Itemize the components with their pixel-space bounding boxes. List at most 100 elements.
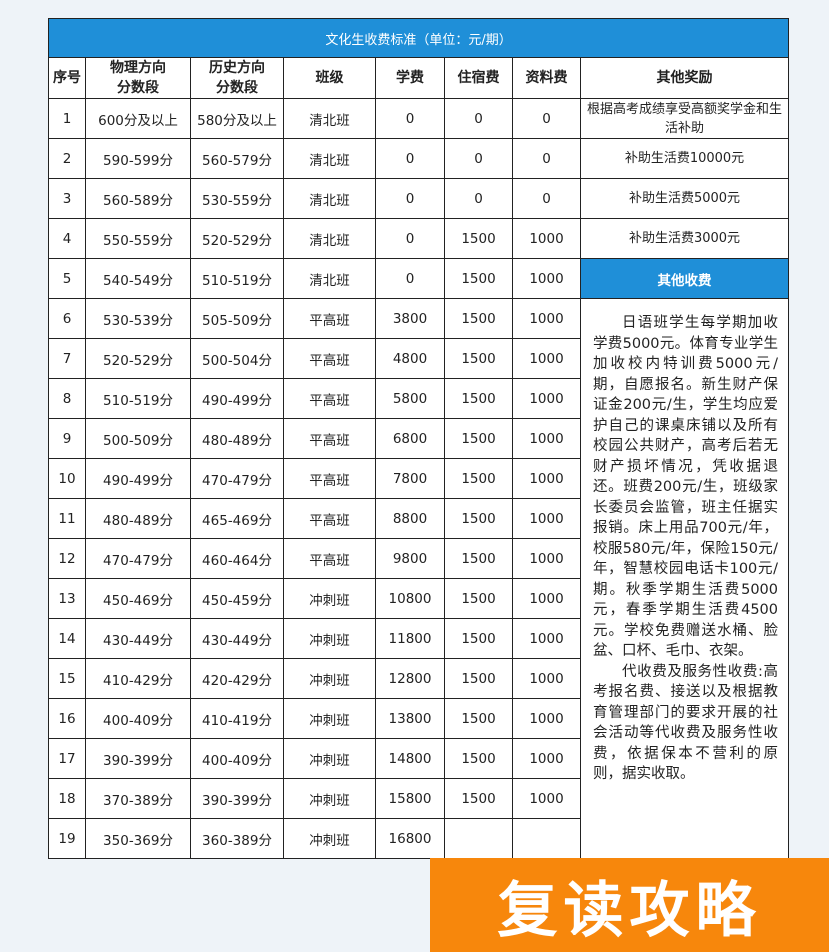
cell-seq: 15 xyxy=(48,658,86,699)
cell-materials: 0 xyxy=(512,138,581,179)
cell-physics-range: 410-429分 xyxy=(85,658,191,699)
cell-seq: 6 xyxy=(48,298,86,339)
cell-history-range: 530-559分 xyxy=(190,178,284,219)
cell-award: 根据高考成绩享受高额奖学金和生活补助 xyxy=(579,98,790,139)
cell-tuition: 6800 xyxy=(375,418,445,459)
cell-lodging: 1500 xyxy=(444,218,513,259)
cell-history-range: 390-399分 xyxy=(190,778,284,819)
header-class: 班级 xyxy=(283,57,376,99)
cell-class: 平高班 xyxy=(283,498,376,539)
header-lodging: 住宿费 xyxy=(444,57,513,99)
cell-tuition: 0 xyxy=(375,98,445,139)
cell-history-range: 505-509分 xyxy=(190,298,284,339)
overlay-banner: 复读攻略 xyxy=(430,858,829,952)
cell-lodging: 1500 xyxy=(444,298,513,339)
cell-physics-range: 430-449分 xyxy=(85,618,191,659)
cell-award: 补助生活费10000元 xyxy=(579,138,790,179)
cell-lodging: 1500 xyxy=(444,698,513,739)
cell-seq: 14 xyxy=(48,618,86,659)
cell-award: 补助生活费3000元 xyxy=(579,218,790,259)
cell-tuition: 15800 xyxy=(375,778,445,819)
cell-materials: 1000 xyxy=(512,258,581,299)
cell-class: 清北班 xyxy=(283,138,376,179)
other-fees-paragraph: 代收费及服务性收费:高考报名费、接送以及根据教育管理部门的要求开展的社会活动等代… xyxy=(593,663,779,783)
cell-physics-range: 400-409分 xyxy=(85,698,191,739)
table-row: 2 590-599分 560-579分 清北班 0 0 0 补助生活费10000元 xyxy=(48,138,790,179)
cell-materials: 1000 xyxy=(512,698,581,739)
table-row: 13 450-469分 450-459分 冲刺班 10800 1500 1000 xyxy=(48,578,789,619)
cell-lodging: 0 xyxy=(444,138,513,179)
header-physics-range: 物理方向 分数段 xyxy=(85,57,191,99)
cell-seq: 2 xyxy=(48,138,86,179)
header-seq: 序号 xyxy=(48,57,86,99)
cell-physics-range: 590-599分 xyxy=(85,138,191,179)
cell-lodging: 0 xyxy=(444,98,513,139)
fee-table: 文化生收费标准（单位：元/期） 序号 物理方向 分数段 历史方向 分数段 班级 学费 住宿… xyxy=(47,18,790,859)
cell-history-range: 450-459分 xyxy=(190,578,284,619)
other-fees-text: 日语班学生每学期加收学费5000元。体育专业学生加收校内特训费5000元/期，自… xyxy=(579,298,790,859)
cell-class: 平高班 xyxy=(283,378,376,419)
cell-seq: 3 xyxy=(48,178,86,219)
cell-physics-range: 530-539分 xyxy=(85,298,191,339)
cell-physics-range: 350-369分 xyxy=(85,818,191,859)
table-row: 12 470-479分 460-464分 平高班 9800 1500 1000 xyxy=(48,538,789,579)
cell-seq: 10 xyxy=(48,458,86,499)
header-tuition: 学费 xyxy=(375,57,445,99)
cell-materials: 1000 xyxy=(512,298,581,339)
cell-tuition: 9800 xyxy=(375,538,445,579)
cell-physics-range: 520-529分 xyxy=(85,338,191,379)
table-row: 3 560-589分 530-559分 清北班 0 0 0 补助生活费5000元 xyxy=(48,178,790,219)
other-fees-header: 其他收费 xyxy=(579,258,790,299)
cell-seq: 11 xyxy=(48,498,86,539)
cell-history-range: 410-419分 xyxy=(190,698,284,739)
cell-materials: 1000 xyxy=(512,218,581,259)
cell-history-range: 430-449分 xyxy=(190,618,284,659)
cell-award: 补助生活费5000元 xyxy=(579,178,790,219)
cell-materials: 1000 xyxy=(512,418,581,459)
cell-physics-range: 450-469分 xyxy=(85,578,191,619)
cell-tuition: 0 xyxy=(375,258,445,299)
header-materials: 资料费 xyxy=(512,57,581,99)
table-row: 7 520-529分 500-504分 平高班 4800 1500 1000 xyxy=(48,338,789,379)
cell-tuition: 12800 xyxy=(375,658,445,699)
cell-history-range: 560-579分 xyxy=(190,138,284,179)
cell-seq: 16 xyxy=(48,698,86,739)
cell-seq: 13 xyxy=(48,578,86,619)
cell-class: 清北班 xyxy=(283,218,376,259)
cell-seq: 9 xyxy=(48,418,86,459)
cell-class: 清北班 xyxy=(283,98,376,139)
cell-tuition: 0 xyxy=(375,178,445,219)
cell-tuition: 5800 xyxy=(375,378,445,419)
cell-seq: 17 xyxy=(48,738,86,779)
cell-class: 冲刺班 xyxy=(283,618,376,659)
cell-class: 冲刺班 xyxy=(283,578,376,619)
cell-history-range: 470-479分 xyxy=(190,458,284,499)
cell-tuition: 7800 xyxy=(375,458,445,499)
cell-materials: 0 xyxy=(512,178,581,219)
cell-materials: 1000 xyxy=(512,338,581,379)
cell-materials: 1000 xyxy=(512,738,581,779)
cell-class: 冲刺班 xyxy=(283,698,376,739)
cell-materials: 1000 xyxy=(512,498,581,539)
cell-physics-range: 480-489分 xyxy=(85,498,191,539)
other-fees-paragraph: 日语班学生每学期加收学费5000元。体育专业学生加收校内特训费5000元/期，自… xyxy=(593,315,779,659)
cell-history-range: 400-409分 xyxy=(190,738,284,779)
cell-history-range: 520-529分 xyxy=(190,218,284,259)
cell-history-range: 480-489分 xyxy=(190,418,284,459)
cell-physics-range: 540-549分 xyxy=(85,258,191,299)
cell-tuition: 14800 xyxy=(375,738,445,779)
cell-tuition: 16800 xyxy=(375,818,445,859)
cell-tuition: 8800 xyxy=(375,498,445,539)
cell-lodging: 1500 xyxy=(444,378,513,419)
header-history-range: 历史方向 分数段 xyxy=(190,57,284,99)
table-title: 文化生收费标准（单位：元/期） xyxy=(47,18,790,58)
cell-physics-range: 370-389分 xyxy=(85,778,191,819)
cell-history-range: 510-519分 xyxy=(190,258,284,299)
cell-history-range: 465-469分 xyxy=(190,498,284,539)
cell-lodging: 1500 xyxy=(444,258,513,299)
cell-seq: 18 xyxy=(48,778,86,819)
cell-class: 冲刺班 xyxy=(283,778,376,819)
cell-history-range: 460-464分 xyxy=(190,538,284,579)
table-row: 8 510-519分 490-499分 平高班 5800 1500 1000 xyxy=(48,378,789,419)
cell-lodging: 1500 xyxy=(444,618,513,659)
